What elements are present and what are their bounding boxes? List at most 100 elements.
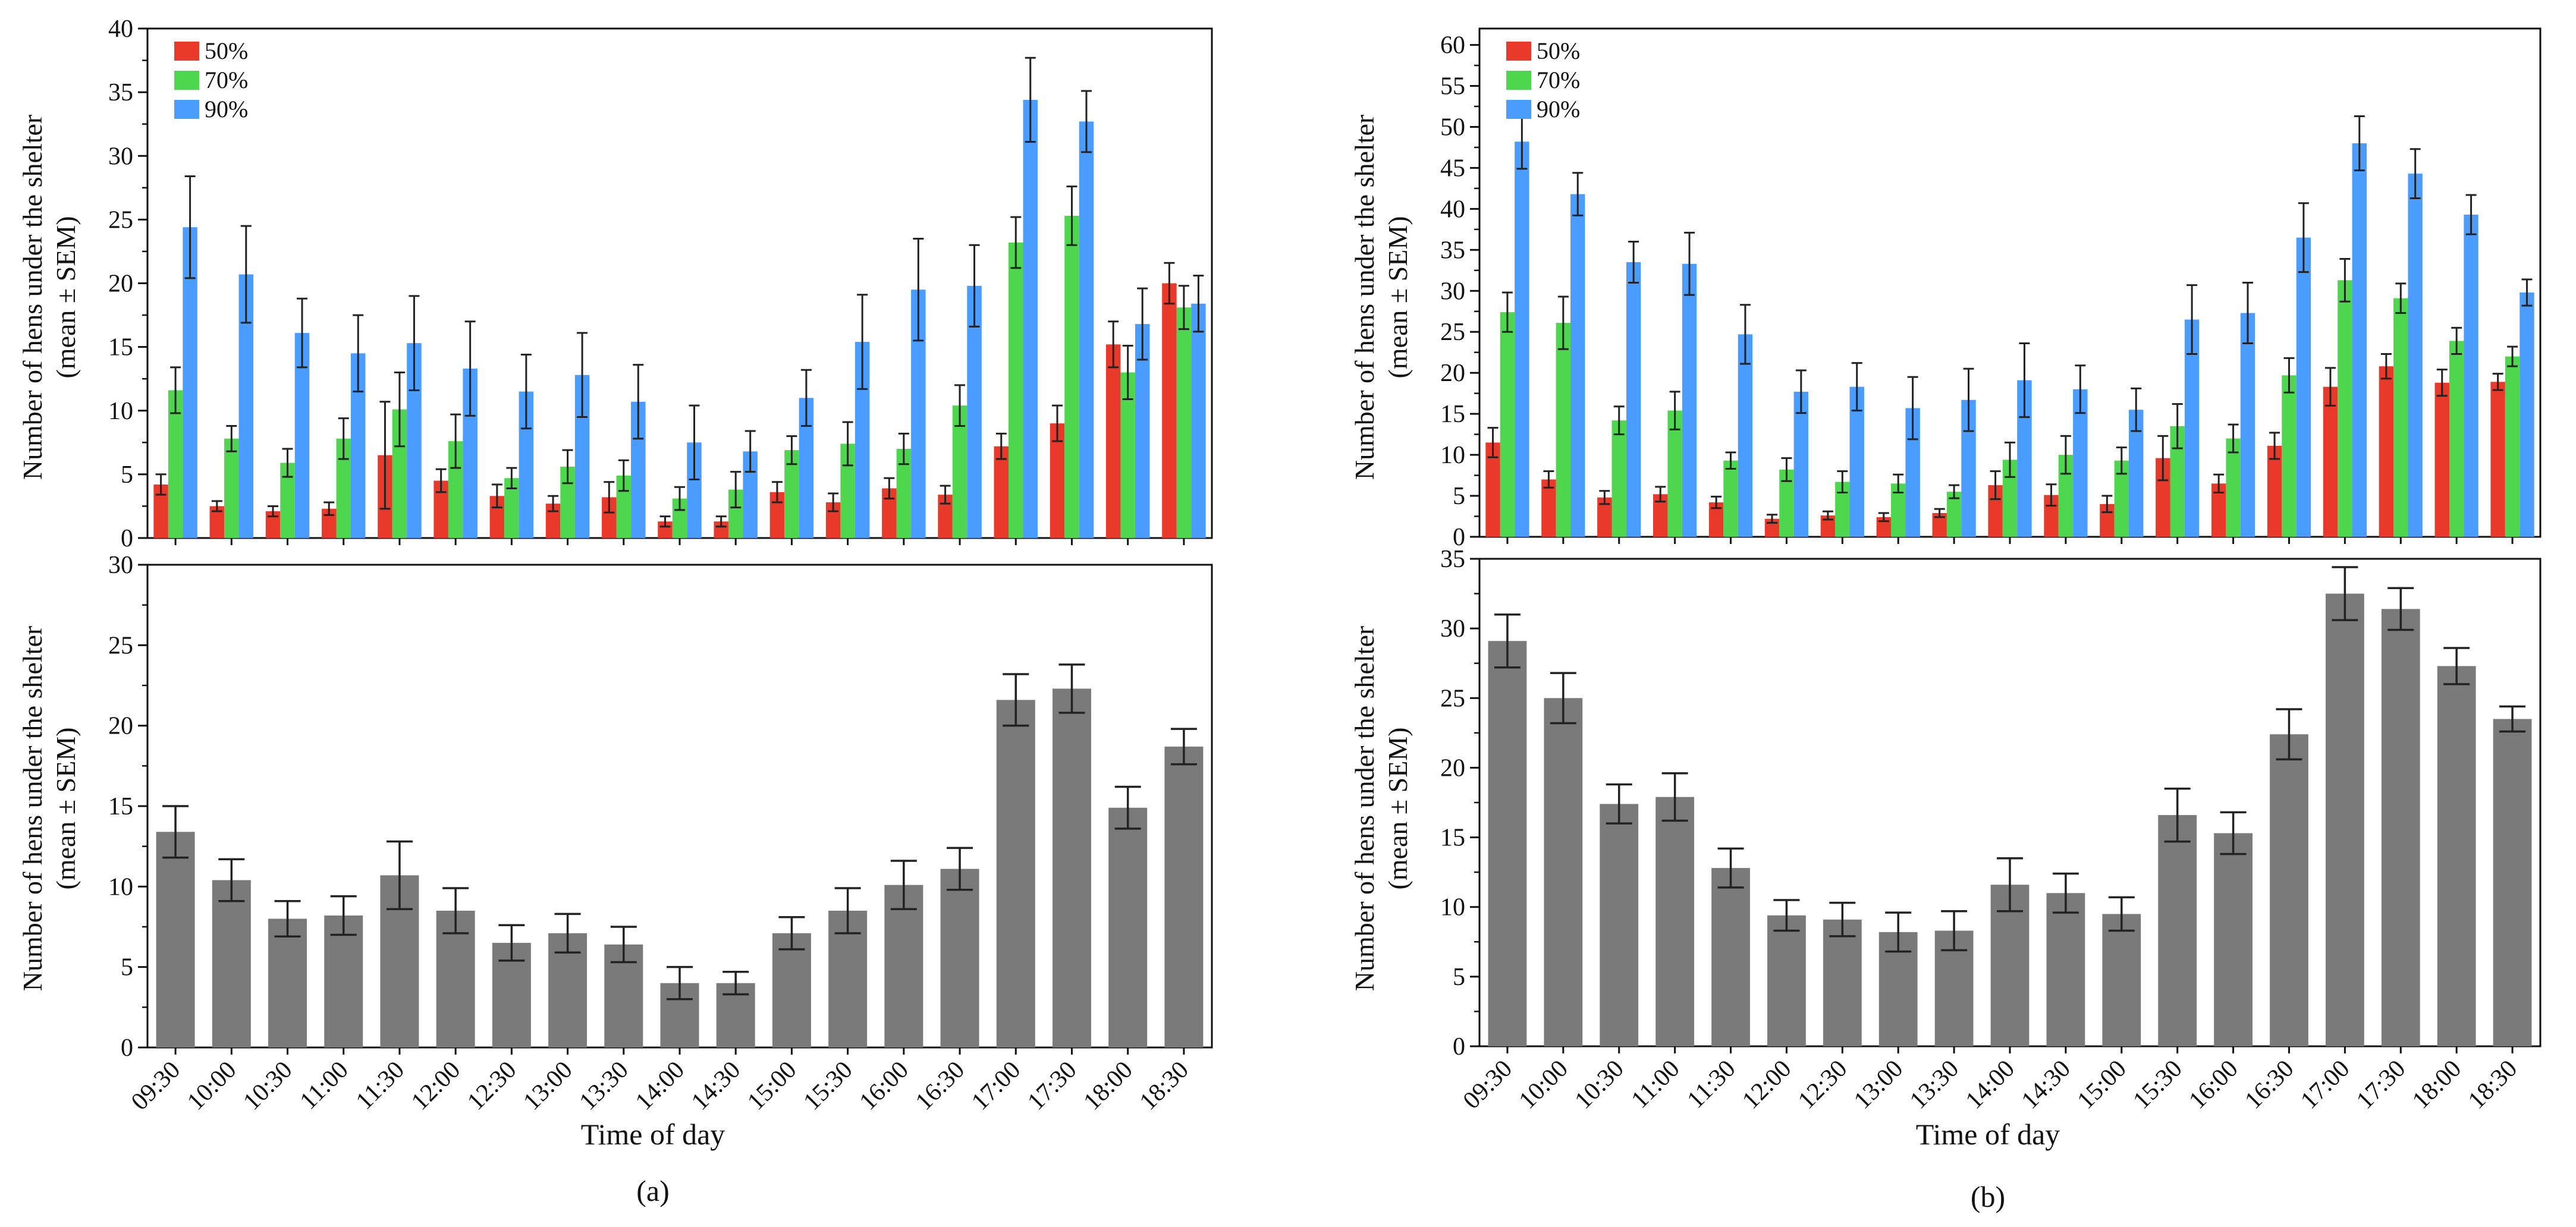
a-top-ytick-label: 10 [108, 398, 133, 425]
b-bot-xtick-label: 14:30 [2016, 1055, 2076, 1115]
panel-a-label: (a) [636, 1174, 670, 1207]
b-top-bar-50pct [2323, 386, 2338, 537]
b-top-ytick-label: 60 [1440, 32, 1465, 59]
a-bot-xtick-label: 11:00 [295, 1056, 354, 1115]
b-top-bar-90pct [1570, 194, 1585, 537]
b-bot-ytick-label: 20 [1440, 754, 1465, 782]
b-top-legend-swatch [1506, 42, 1531, 61]
b-bot-xtick-label: 10:00 [1514, 1055, 1573, 1115]
a-top-ytick-label: 25 [108, 206, 133, 234]
b-top-bar-90pct [1682, 263, 1697, 537]
b-top-bar-70pct [1667, 410, 1682, 537]
b-top-legend-label: 50% [1537, 37, 1580, 64]
a-bot-xtick-label: 18:00 [1079, 1056, 1138, 1116]
b-top-ytick-label: 40 [1440, 196, 1465, 223]
panel-b-ylabel-bottom-line1: Number of hens under the shelter [1349, 626, 1380, 991]
b-top-bar-90pct [1849, 386, 1864, 537]
b-top-bar-70pct [2282, 375, 2297, 537]
b-top-bar-90pct [2352, 143, 2367, 537]
b-top-ytick-label: 15 [1440, 401, 1465, 428]
b-top-bar-70pct [1723, 460, 1738, 537]
b-top-legend-label: 90% [1537, 96, 1580, 122]
a-bot-xtick-label: 10:30 [238, 1056, 297, 1116]
a-bot-ytick-label: 10 [108, 873, 133, 901]
a-top-ytick-label: 0 [121, 525, 133, 552]
a-bot-xtick-label: 09:30 [126, 1056, 186, 1116]
b-bot-bar-overall [2214, 833, 2253, 1046]
a-bot-ytick-label: 5 [121, 954, 133, 981]
panel-b: 0 5 10 15 20 25 30 35 40 45 50 55 60 50% 70% 90% 0 5 10 15… [1349, 27, 2542, 1213]
a-bot-ytick-label: 30 [108, 552, 133, 579]
a-top-legend-swatch [174, 71, 199, 90]
a-bot-xtick-label: 16:00 [855, 1056, 914, 1116]
b-bot-xtick-label: 14:00 [1961, 1055, 2020, 1115]
b-top-bar-70pct [2393, 298, 2408, 537]
a-bot-xtick-label: 14:00 [630, 1056, 690, 1116]
panel-a-ylabel-top-line1: Number of hens under the shelter [17, 115, 48, 480]
b-top-ytick-label: 35 [1440, 237, 1465, 264]
b-top-legend-swatch [1506, 71, 1531, 90]
a-bot-xtick-label: 17:00 [966, 1056, 1026, 1116]
panel-a-top-plot: 0 5 10 15 20 25 30 35 40 50% 70% 90% [108, 15, 1213, 552]
b-bot-ytick-label: 30 [1440, 615, 1465, 643]
b-top-bar-50pct [2434, 382, 2449, 537]
b-top-ytick-label: 55 [1440, 73, 1465, 100]
b-top-bar-70pct [1500, 312, 1515, 537]
a-top-ytick-label: 20 [108, 270, 133, 298]
b-bot-bar-overall [2270, 734, 2308, 1046]
b-top-ytick-label: 10 [1440, 442, 1465, 469]
a-bot-xtick-label: 11:30 [351, 1056, 410, 1115]
b-bot-xtick-label: 12:30 [1793, 1055, 1852, 1115]
a-bot-bar-overall [156, 832, 195, 1047]
panel-b-ylabel-top-line2: (mean ± SEM) [1383, 216, 1413, 378]
a-bot-xtick-label: 14:30 [686, 1056, 746, 1116]
a-top-bar-70pct [1009, 242, 1023, 538]
b-bot-xtick-label: 18:00 [2407, 1055, 2467, 1115]
a-bot-bar-overall [1108, 807, 1148, 1047]
a-bot-xtick-label: 10:00 [182, 1056, 241, 1116]
b-bot-xtick-label: 15:30 [2128, 1055, 2188, 1115]
b-bot-ytick-label: 5 [1453, 964, 1465, 991]
a-bot-ytick-label: 20 [108, 713, 133, 740]
b-bot-xtick-label: 17:00 [2295, 1055, 2355, 1115]
b-bot-bar-overall [1711, 868, 1750, 1046]
a-top-ytick-label: 5 [121, 461, 133, 489]
b-top-bar-90pct [2296, 237, 2311, 537]
a-top-legend-label: 70% [205, 67, 248, 93]
panel-a-ylabel-bottom-line2: (mean ± SEM) [51, 727, 81, 889]
a-bot-xtick-label: 16:30 [910, 1056, 970, 1116]
a-bot-bar-overall [940, 869, 979, 1047]
b-top-bar-90pct [1626, 262, 1641, 537]
b-bot-bar-overall [2046, 893, 2085, 1046]
panel-a-bottom-plot: 05101520253009:3010:0010:3011:0011:3012:… [108, 552, 1213, 1116]
panel-a-ylabel-bottom-line1: Number of hens under the shelter [17, 626, 48, 991]
b-top-bar-90pct [1738, 334, 1753, 537]
b-top-bar-90pct [2408, 174, 2423, 537]
a-top-ytick-label: 30 [108, 143, 133, 170]
b-top-bar-50pct [2267, 445, 2282, 537]
b-top-ytick-label: 45 [1440, 155, 1465, 182]
panel-a: 0 5 10 15 20 25 30 35 40 50% 70% 90% 0 5 10 15 20 25 30 09… [17, 15, 1213, 1207]
a-bot-ytick-label: 15 [108, 793, 133, 820]
a-bot-ytick-label: 0 [121, 1034, 133, 1062]
b-bot-ytick-label: 0 [1453, 1033, 1465, 1061]
a-bot-xtick-label: 15:00 [742, 1056, 802, 1116]
a-top-ytick-label: 15 [108, 334, 133, 361]
b-bot-xtick-label: 13:30 [1905, 1055, 1964, 1115]
b-top-bar-70pct [2226, 438, 2241, 537]
b-top-ytick-label: 20 [1440, 360, 1465, 387]
a-top-legend-label: 50% [205, 37, 248, 64]
b-bot-xtick-label: 10:30 [1570, 1055, 1629, 1115]
b-top-bar-70pct [2505, 356, 2520, 537]
b-bot-xtick-label: 18:30 [2463, 1055, 2522, 1115]
a-top-bar-70pct [1176, 307, 1192, 538]
panel-b-xlabel: Time of day [1916, 1118, 2060, 1151]
a-top-bar-50pct [1162, 283, 1177, 538]
b-bot-ytick-label: 15 [1440, 825, 1465, 852]
panel-b-bottom-plot: 0510152025303509:3010:0010:3011:0011:301… [1440, 546, 2542, 1115]
panel-b-ylabel-top-line1: Number of hens under the shelter [1349, 115, 1380, 480]
b-bot-ytick-label: 10 [1440, 894, 1465, 921]
b-bot-bar-overall [1600, 804, 1639, 1046]
a-top-bar-90pct [1079, 121, 1094, 539]
a-bot-bar-overall [268, 918, 307, 1047]
